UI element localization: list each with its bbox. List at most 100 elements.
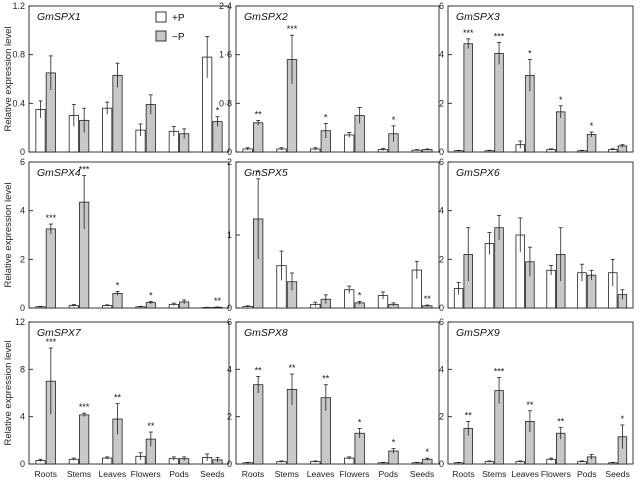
significance-marker: ** (526, 400, 534, 410)
panel-gmspx7: GmSPX7 0 4 8 12 *** Roots *** Stems ** Leaves ** Flo… (3, 317, 230, 479)
category-label: Pods (378, 469, 398, 479)
panel-gmspx8: GmSPX80246**Roots**Stems**Leaves*Flowers… (227, 317, 440, 479)
gene-title: GmSPX2 (244, 11, 288, 23)
y-tick-label: 12 (15, 317, 25, 327)
y-tick-label: 4 (439, 364, 444, 374)
panel-frame (447, 321, 634, 465)
significance-marker: ** (288, 363, 296, 373)
category-label: Roots (34, 469, 56, 479)
bar-minus-p-roots (463, 43, 473, 153)
panel-frame (28, 321, 230, 465)
significance-marker: * (324, 112, 328, 122)
bar-plus-p-leaves (102, 107, 113, 153)
y-tick-label: 0 (227, 459, 232, 469)
gene-title: GmSPX8 (244, 327, 288, 339)
gene-title: GmSPX7 (37, 327, 82, 339)
y-tick-label: 0.8 (12, 50, 25, 60)
significance-marker: * (216, 106, 220, 116)
significance-marker: * (256, 168, 260, 178)
y-tick-label: 0·8 (219, 98, 232, 108)
y-tick-label: 2 (439, 254, 444, 264)
significance-marker: * (358, 418, 362, 428)
category-label: Stems (275, 469, 299, 479)
significance-marker: *** (494, 32, 505, 42)
y-tick-label: 4 (227, 364, 232, 374)
significance-marker: ** (255, 109, 263, 119)
y-tick-label: 6 (20, 157, 25, 167)
y-tick-label: 0 (20, 459, 25, 469)
significance-marker: *** (46, 213, 57, 223)
significance-marker: * (392, 438, 396, 448)
significance-marker: *** (494, 367, 505, 377)
significance-marker: * (559, 95, 563, 105)
significance-marker: * (621, 414, 625, 424)
gene-title: GmSPX3 (456, 11, 500, 23)
bar-minus-p-pods (586, 134, 597, 153)
significance-marker: *** (463, 28, 474, 38)
significance-marker: * (116, 280, 120, 290)
bar-minus-p-leaves (112, 292, 123, 309)
significance-marker: ** (114, 393, 122, 403)
legend: +P −P (155, 11, 185, 43)
category-label: Flowers (131, 469, 161, 479)
legend-label-plus-p: +P (172, 13, 185, 24)
category-label: Leaves (511, 469, 539, 479)
y-tick-label: 2 (227, 157, 232, 167)
panels-grid: GmSPX1 0 0.4 0.8 1.2 * Relative expression lev… (3, 1, 634, 479)
panel-frame (235, 5, 440, 153)
bar-minus-p-pods (586, 274, 597, 309)
legend-swatch-plus-p (155, 11, 167, 23)
category-label: Roots (242, 469, 264, 479)
significance-marker: * (528, 49, 532, 59)
gene-title: GmSPX6 (456, 167, 500, 179)
category-label: Roots (452, 469, 474, 479)
significance-marker: *** (79, 402, 90, 412)
bar-minus-p-stems (79, 414, 90, 465)
significance-marker: * (590, 121, 594, 131)
significance-marker: ** (424, 294, 432, 304)
y-tick-label: 2 (227, 412, 232, 422)
y-tick-label: 2 (439, 412, 444, 422)
y-tick-label: 8 (20, 364, 25, 374)
y-tick-label: 0 (439, 147, 444, 157)
significance-marker: * (392, 115, 396, 125)
significance-marker: *** (46, 337, 57, 347)
category-label: Flowers (541, 469, 571, 479)
panel-frame (447, 161, 634, 309)
significance-marker: ** (214, 296, 222, 306)
y-tick-label: 4 (20, 412, 25, 422)
bar-plus-p-flowers (546, 269, 556, 309)
bar-minus-p-roots (45, 228, 56, 309)
panel-frame (28, 161, 230, 309)
gene-title: GmSPX5 (244, 167, 288, 179)
category-label: Flowers (339, 469, 369, 479)
category-label: Pods (169, 469, 189, 479)
y-tick-label: 6 (439, 1, 444, 11)
significance-marker: ** (557, 416, 565, 426)
y-axis-title: Relative expression level (3, 26, 14, 131)
panel-frame (447, 5, 634, 153)
y-tick-label: 6 (439, 157, 444, 167)
significance-marker: * (358, 290, 362, 300)
legend-label-minus-p: −P (172, 32, 185, 43)
category-label: Leaves (307, 469, 335, 479)
panel-gmspx6: GmSPX6 0 2 4 6 (439, 157, 634, 313)
bar-plus-p-flowers (344, 134, 355, 153)
significance-marker: *** (79, 164, 90, 174)
y-tick-label: 4 (439, 206, 444, 216)
y-axis-title: Relative expression level (3, 182, 14, 287)
panel-frame (235, 161, 440, 309)
y-tick-label: 2 (20, 254, 25, 264)
y-tick-label: 1·6 (219, 50, 232, 60)
significance-marker: * (149, 290, 153, 300)
y-tick-label: 0 (227, 147, 232, 157)
category-label: Seeds (410, 469, 434, 479)
y-axis-title: Relative expression level (3, 340, 14, 445)
bar-minus-p-roots (253, 122, 264, 153)
bar-minus-p-stems (494, 53, 504, 153)
y-tick-label: 1.2 (12, 1, 25, 11)
category-label: Stems (67, 469, 91, 479)
y-tick-label: 2 (439, 98, 444, 108)
